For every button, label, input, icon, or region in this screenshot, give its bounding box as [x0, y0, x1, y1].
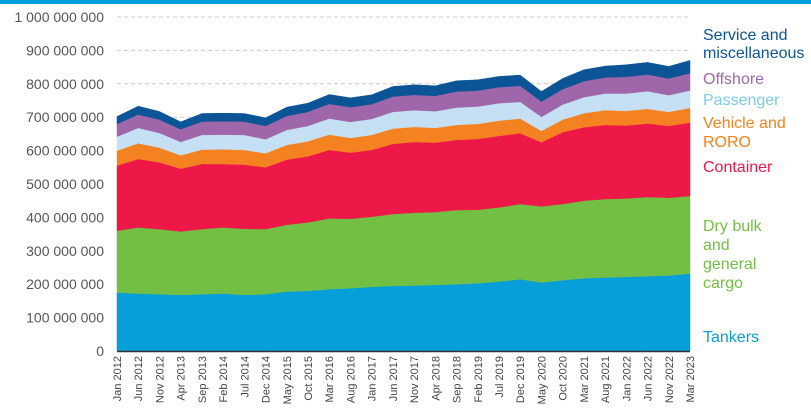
- x-tick-label: Mar 2016: [324, 356, 336, 402]
- y-tick-label: 300 000 000: [26, 243, 104, 259]
- x-tick-label: Jan 2022: [621, 356, 633, 401]
- legend-item-container: Container: [703, 159, 773, 176]
- legend-label: general: [703, 256, 756, 273]
- x-tick-label: Sep 2013: [197, 356, 209, 403]
- x-tick-label: Nov 2022: [664, 356, 676, 403]
- x-tick-label: Nov 2012: [154, 356, 166, 403]
- x-tick-label: Jun 2012: [133, 356, 145, 401]
- y-tick-label: 800 000 000: [26, 76, 104, 92]
- legend-label: Passenger: [703, 92, 780, 109]
- x-tick-label: Jun 2022: [643, 356, 655, 401]
- x-tick-label: Oct 2015: [303, 356, 315, 401]
- legend-item-tankers: Tankers: [703, 329, 759, 346]
- x-tick-label: Apr 2018: [430, 356, 442, 401]
- y-tick-label: 100 000 000: [26, 310, 104, 326]
- y-tick-label: 400 000 000: [26, 209, 104, 225]
- legend-label: RORO: [703, 134, 751, 151]
- x-tick-label: Dec 2019: [515, 356, 527, 403]
- legend-label: miscellaneous: [703, 45, 804, 62]
- x-tick-label: Apr 2013: [176, 356, 188, 401]
- legend-item-offshore: Offshore: [703, 71, 764, 88]
- legend-label: Vehicle and: [703, 115, 786, 132]
- x-tick-label: Sep 2018: [452, 356, 464, 403]
- area-series: [116, 60, 691, 352]
- legend-label: cargo: [703, 275, 743, 292]
- legend-item-passenger: Passenger: [703, 92, 780, 109]
- x-tick-label: Mar 2023: [685, 356, 697, 402]
- area-service-and-miscellaneous: [116, 60, 691, 130]
- y-axis-ticks: 0 100 000 000 200 000 000 300 000 000 400 00…: [14, 9, 104, 359]
- y-tick-label: 900 000 000: [26, 42, 104, 58]
- x-axis-ticks: Jan 2012 Jun 2012 Nov 2012 Apr 2013 Sep 2013…: [112, 356, 697, 404]
- legend-label: and: [703, 237, 730, 254]
- y-tick-label: 200 000 000: [26, 276, 104, 292]
- x-tick-label: Jul 2014: [239, 356, 251, 398]
- x-tick-label: Aug 2021: [600, 356, 612, 403]
- x-tick-label: Jan 2017: [367, 356, 379, 401]
- x-tick-label: May 2015: [282, 356, 294, 404]
- x-tick-label: Mar 2021: [579, 356, 591, 402]
- x-tick-label: Aug 2016: [345, 356, 357, 403]
- x-tick-label: Feb 2014: [218, 356, 230, 402]
- y-tick-label: 600 000 000: [26, 143, 104, 159]
- x-tick-label: May 2020: [536, 356, 548, 404]
- legend-item-vehicle-and-roro: Vehicle and RORO: [703, 115, 786, 151]
- y-tick-label: 500 000 000: [26, 176, 104, 192]
- legend-item-dry-bulk-and-general-cargo: Dry bulk and general cargo: [703, 218, 763, 292]
- legend-label: Container: [703, 159, 773, 176]
- legend-label: Tankers: [703, 329, 759, 346]
- legend-label: Offshore: [703, 71, 764, 88]
- legend-label: Service and: [703, 27, 788, 44]
- x-tick-label: Jul 2019: [494, 356, 506, 398]
- top-accent-bar: [0, 0, 811, 4]
- y-tick-label: 0: [96, 343, 104, 359]
- x-tick-label: Oct 2020: [558, 356, 570, 401]
- y-tick-label: 700 000 000: [26, 109, 104, 125]
- x-tick-label: Nov 2017: [409, 356, 421, 403]
- legend-label: Dry bulk: [703, 218, 763, 235]
- x-tick-label: Feb 2019: [473, 356, 485, 402]
- x-tick-label: Jan 2012: [112, 356, 124, 401]
- y-tick-label: 1 000 000 000: [14, 9, 104, 25]
- x-tick-label: Jun 2017: [388, 356, 400, 401]
- x-tick-label: Dec 2014: [261, 356, 273, 403]
